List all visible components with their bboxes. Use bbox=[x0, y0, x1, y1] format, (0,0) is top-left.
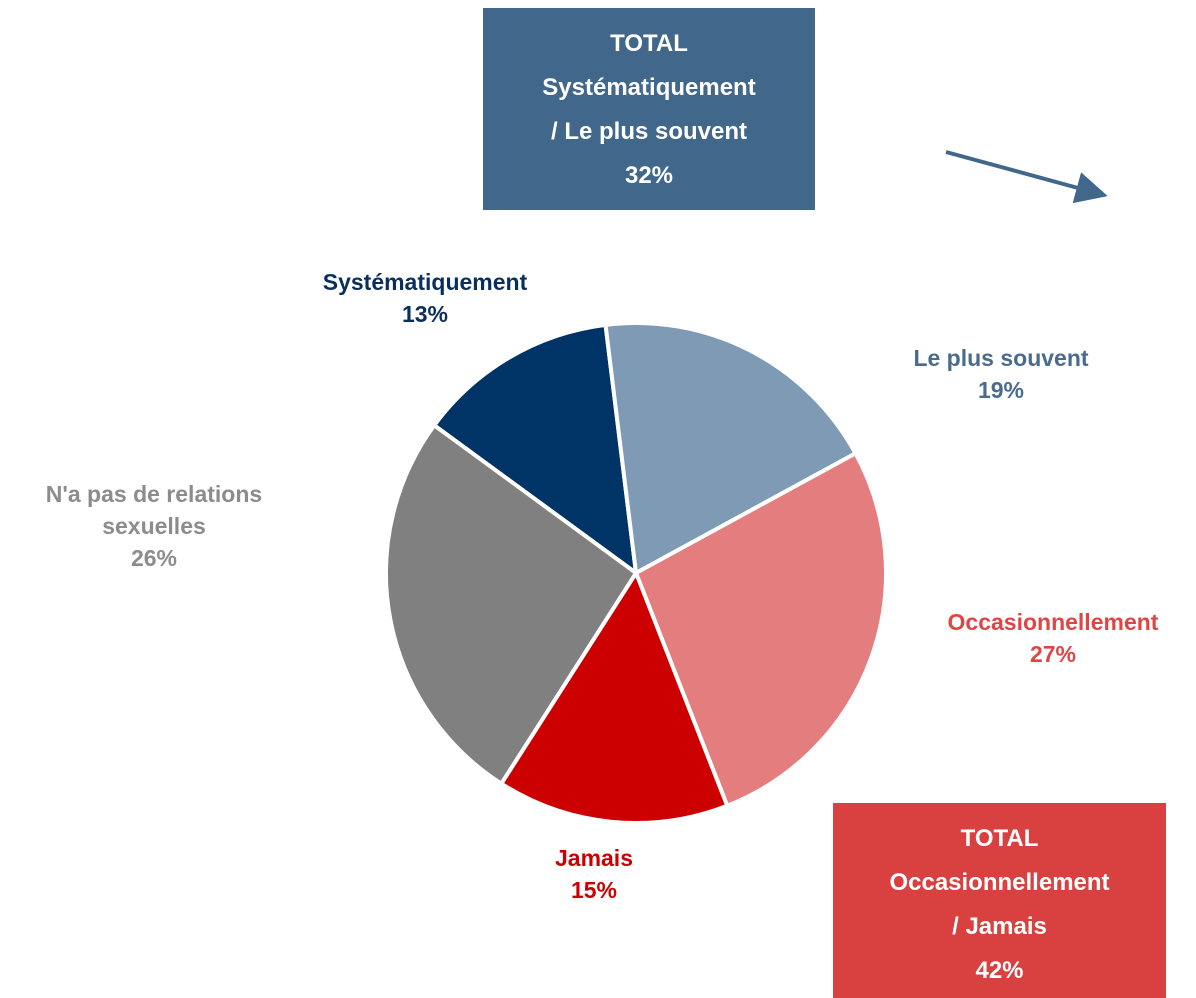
annotation-line: / Le plus souvent bbox=[550, 118, 748, 145]
slice-label: Systématiquement 13% bbox=[265, 266, 585, 330]
annotation-line: / Jamais bbox=[952, 913, 1047, 940]
slice-label: Occasionnellement 27% bbox=[893, 606, 1196, 670]
value-label: 19% bbox=[977, 377, 1025, 403]
value-label: 27% bbox=[1029, 641, 1077, 667]
category-label: Systématiquement bbox=[322, 269, 528, 295]
pie-slice bbox=[384, 422, 639, 787]
value-label: 26% bbox=[130, 545, 178, 571]
pie-slice bbox=[431, 322, 639, 578]
value-label: 15% bbox=[570, 877, 618, 903]
annotation-line: 32% bbox=[624, 162, 674, 189]
value-label: 13% bbox=[401, 301, 449, 327]
total-box: TOTAL Systématiquement / Le plus souvent 32… bbox=[483, 8, 815, 210]
slice-label: Jamais 15% bbox=[434, 842, 754, 906]
total-box: TOTAL Occasionnellement / Jamais 42% bbox=[833, 803, 1166, 998]
annotation-line: TOTAL bbox=[960, 825, 1039, 852]
category-label: Le plus souvent bbox=[913, 345, 1089, 371]
category-label: Occasionnellement bbox=[947, 609, 1159, 635]
slice-label: N'a pas de relations sexuelles 26% bbox=[4, 478, 304, 574]
annotation-line: Systématiquement bbox=[542, 74, 756, 101]
annotation-line: 42% bbox=[975, 957, 1024, 984]
annotation-line: Occasionnellement bbox=[889, 869, 1110, 896]
arrow bbox=[945, 150, 1108, 204]
pie-slice bbox=[633, 450, 888, 809]
pie-slice bbox=[603, 321, 859, 577]
category-label: N'a pas de relations sexuelles bbox=[45, 481, 263, 539]
category-label: Jamais bbox=[554, 845, 633, 871]
annotation-line: TOTAL bbox=[610, 30, 688, 57]
pie-slice bbox=[498, 568, 730, 825]
slice-label: Le plus souvent 19% bbox=[841, 342, 1161, 406]
